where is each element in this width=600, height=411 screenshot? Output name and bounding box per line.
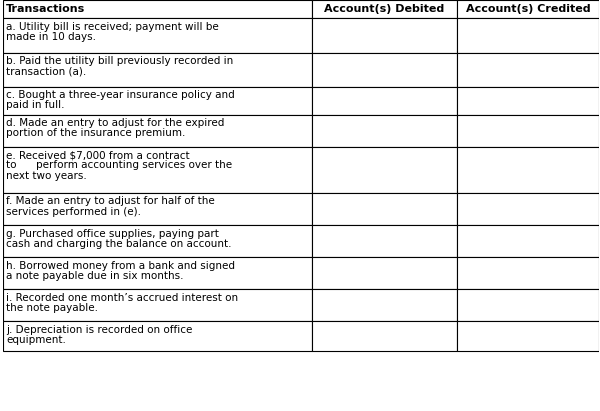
Text: j. Depreciation is recorded on office: j. Depreciation is recorded on office xyxy=(6,325,193,335)
Bar xyxy=(3,18,312,53)
Bar xyxy=(457,225,599,257)
Bar xyxy=(457,257,599,289)
Text: f. Made an entry to adjust for half of the: f. Made an entry to adjust for half of t… xyxy=(6,196,215,206)
Text: d. Made an entry to adjust for the expired: d. Made an entry to adjust for the expir… xyxy=(6,118,224,128)
Bar xyxy=(312,289,457,321)
Bar xyxy=(3,289,312,321)
Bar xyxy=(457,147,599,193)
Bar xyxy=(457,321,599,351)
Text: portion of the insurance premium.: portion of the insurance premium. xyxy=(6,128,185,139)
Bar xyxy=(3,53,312,87)
Text: next two years.: next two years. xyxy=(6,171,87,181)
Text: cash and charging the balance on account.: cash and charging the balance on account… xyxy=(6,239,232,249)
Bar xyxy=(457,0,599,18)
Bar xyxy=(3,321,312,351)
Bar xyxy=(3,0,312,18)
Bar xyxy=(3,225,312,257)
Text: services performed in (e).: services performed in (e). xyxy=(6,207,141,217)
Bar xyxy=(3,147,312,193)
Bar xyxy=(312,321,457,351)
Bar xyxy=(3,257,312,289)
Text: made in 10 days.: made in 10 days. xyxy=(6,32,96,42)
Text: a. Utility bill is received; payment will be: a. Utility bill is received; payment wil… xyxy=(6,22,219,32)
Bar xyxy=(457,87,599,115)
Text: b. Paid the utility bill previously recorded in: b. Paid the utility bill previously reco… xyxy=(6,56,233,66)
Bar xyxy=(457,289,599,321)
Text: Transactions: Transactions xyxy=(6,5,85,14)
Bar xyxy=(312,147,457,193)
Bar xyxy=(312,225,457,257)
Bar xyxy=(457,193,599,225)
Bar xyxy=(457,53,599,87)
Text: h. Borrowed money from a bank and signed: h. Borrowed money from a bank and signed xyxy=(6,261,235,271)
Text: transaction (a).: transaction (a). xyxy=(6,66,86,76)
Bar xyxy=(3,115,312,147)
Text: paid in full.: paid in full. xyxy=(6,100,64,110)
Text: equipment.: equipment. xyxy=(6,335,66,345)
Text: Account(s) Credited: Account(s) Credited xyxy=(466,5,590,14)
Bar xyxy=(312,0,457,18)
Bar xyxy=(312,257,457,289)
Bar xyxy=(312,18,457,53)
Text: a note payable due in six months.: a note payable due in six months. xyxy=(6,271,184,281)
Bar xyxy=(312,87,457,115)
Bar xyxy=(312,115,457,147)
Bar xyxy=(3,87,312,115)
Text: g. Purchased office supplies, paying part: g. Purchased office supplies, paying par… xyxy=(6,229,219,238)
Text: the note payable.: the note payable. xyxy=(6,303,98,313)
Bar xyxy=(3,193,312,225)
Text: to      perform accounting services over the: to perform accounting services over the xyxy=(6,161,232,171)
Text: Account(s) Debited: Account(s) Debited xyxy=(325,5,445,14)
Text: i. Recorded one month’s accrued interest on: i. Recorded one month’s accrued interest… xyxy=(6,293,238,303)
Text: c. Bought a three-year insurance policy and: c. Bought a three-year insurance policy … xyxy=(6,90,235,100)
Bar xyxy=(312,53,457,87)
Bar xyxy=(457,18,599,53)
Bar xyxy=(312,193,457,225)
Bar xyxy=(457,115,599,147)
Text: e. Received $7,000 from a contract: e. Received $7,000 from a contract xyxy=(6,150,190,160)
